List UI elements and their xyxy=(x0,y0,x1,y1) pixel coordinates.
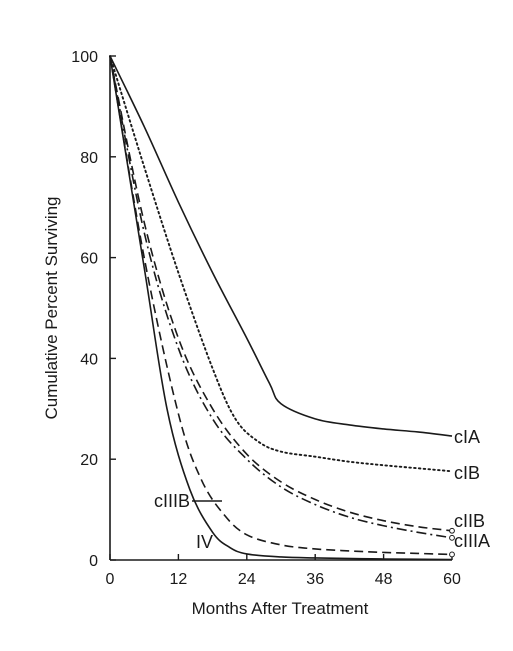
y-tick-label: 60 xyxy=(80,251,98,268)
x-tick-label: 12 xyxy=(170,571,188,588)
end-marker-ciiia xyxy=(449,534,455,541)
x-tick-label: 24 xyxy=(238,571,256,588)
x-tick-label: 48 xyxy=(375,571,393,588)
x-axis-title: Months After Treatment xyxy=(192,599,369,618)
series-label-ciiia: cIIIA xyxy=(454,531,490,551)
series-lines xyxy=(109,55,453,561)
series-line-iv xyxy=(109,55,453,561)
series-label-ciiib: cIIIB xyxy=(154,491,190,511)
series-line-ciiib xyxy=(109,55,453,556)
series-label-cia: cIA xyxy=(454,427,480,447)
x-tick-label: 0 xyxy=(106,571,115,588)
series-line-ciiia xyxy=(109,55,453,539)
series-line-cib xyxy=(109,55,453,473)
x-tick-label: 36 xyxy=(306,571,324,588)
end-marker-ciib xyxy=(449,527,455,534)
y-axis-title: Cumulative Percent Surviving xyxy=(42,197,61,420)
y-tick-label: 80 xyxy=(80,150,98,167)
y-tick-label: 100 xyxy=(71,49,98,66)
axes: 0 12 24 36 48 60 0 20 40 60 80 100 xyxy=(71,49,461,588)
series-line-cia xyxy=(109,55,453,437)
series-label-cib: cIB xyxy=(454,463,480,483)
y-tick-label: 20 xyxy=(80,452,98,469)
x-tick-label: 60 xyxy=(443,571,461,588)
series-line-ciib xyxy=(109,55,453,532)
y-tick-label: 40 xyxy=(80,351,98,368)
series-label-ciib: cIIB xyxy=(454,511,485,531)
y-tick-label: 0 xyxy=(89,553,98,570)
end-marker-ciiib xyxy=(449,551,455,558)
series-label-iv: IV xyxy=(196,532,213,552)
